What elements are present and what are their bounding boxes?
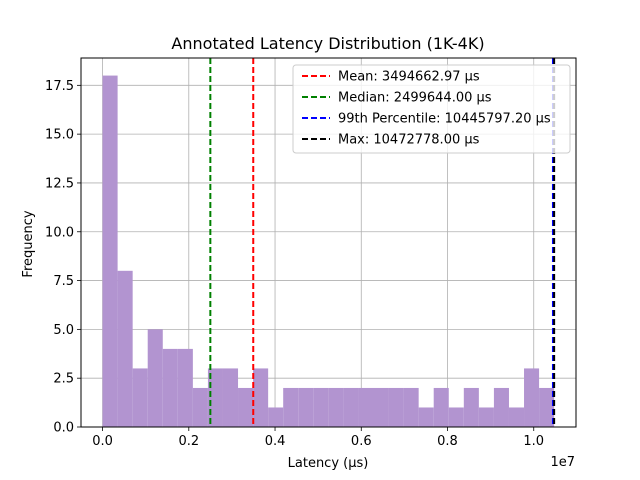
x-tick-label: 1.0 <box>523 434 544 449</box>
legend: Mean: 3494662.97 μs Median: 2499644.00 μs… <box>292 64 571 154</box>
histogram-bar <box>313 387 329 427</box>
y-tick-label: 2.5 <box>53 372 74 387</box>
y-axis-label: Frequency <box>21 210 36 277</box>
histogram-bar <box>478 407 494 427</box>
y-axis-ticks: 0.0 2.5 5.0 7.5 10.0 12.5 15.0 17.5 <box>45 79 81 436</box>
plot-frame <box>80 57 577 428</box>
legend-items: Mean: 3494662.97 μs Median: 2499644.00 μs… <box>302 70 551 148</box>
x-axis-ticks: 0.0 0.2 0.4 0.6 0.8 1.0 <box>92 427 544 449</box>
x-tick-label: 0.0 <box>92 434 113 449</box>
histogram-bar <box>448 407 464 427</box>
x-tick-label: 0.8 <box>437 434 458 449</box>
histogram-bar <box>192 387 208 427</box>
x-axis-offset-label: 1e7 <box>550 455 575 470</box>
y-tick-label: 5.0 <box>53 323 74 338</box>
histogram-bar <box>207 368 223 427</box>
legend-label: Median: 2499644.00 μs <box>338 91 492 106</box>
histogram-bar <box>253 368 269 427</box>
y-tick-label: 10.0 <box>45 225 74 240</box>
y-tick-label: 12.5 <box>45 176 74 191</box>
y-tick-label: 7.5 <box>53 274 74 289</box>
histogram-bar <box>132 368 148 427</box>
histogram-bar <box>463 387 479 427</box>
histogram-bar <box>298 387 314 427</box>
legend-label: Mean: 3494662.97 μs <box>338 70 480 85</box>
legend-box <box>292 64 571 154</box>
histogram-bar <box>162 348 178 427</box>
x-tick-label: 0.4 <box>265 434 286 449</box>
histogram-bar <box>268 407 284 427</box>
histogram-bar <box>524 368 540 427</box>
histogram-bar <box>358 387 374 427</box>
histogram-bar <box>403 387 419 427</box>
x-tick-label: 0.6 <box>351 434 372 449</box>
legend-label: 99th Percentile: 10445797.20 μs <box>338 112 551 127</box>
histogram-bars <box>102 75 555 428</box>
histogram-bar <box>418 407 434 427</box>
histogram-bar <box>283 387 299 427</box>
histogram-bar <box>343 387 359 427</box>
histogram-bar <box>177 348 193 427</box>
histogram-bar <box>238 387 254 427</box>
histogram-bar <box>222 368 239 427</box>
histogram-bar <box>433 387 449 427</box>
y-tick-label: 17.5 <box>45 79 74 94</box>
y-tick-label: 0.0 <box>53 421 74 436</box>
histogram-bar <box>539 387 555 427</box>
histogram-bar <box>493 387 509 427</box>
reference-lines <box>209 58 556 427</box>
histogram-bar <box>508 407 525 427</box>
histogram-bar <box>388 387 404 427</box>
histogram-bar <box>373 387 389 427</box>
histogram-bar <box>328 387 344 427</box>
histogram-bar <box>117 270 133 427</box>
x-tick-label: 0.2 <box>178 434 199 449</box>
legend-label: Max: 10472778.00 μs <box>338 133 480 148</box>
histogram-bar <box>102 75 118 428</box>
chart-title: Annotated Latency Distribution (1K-4K) <box>171 34 484 53</box>
histogram-bar <box>147 329 163 427</box>
x-axis-label: Latency (μs) <box>288 456 369 471</box>
y-tick-label: 15.0 <box>45 128 74 143</box>
